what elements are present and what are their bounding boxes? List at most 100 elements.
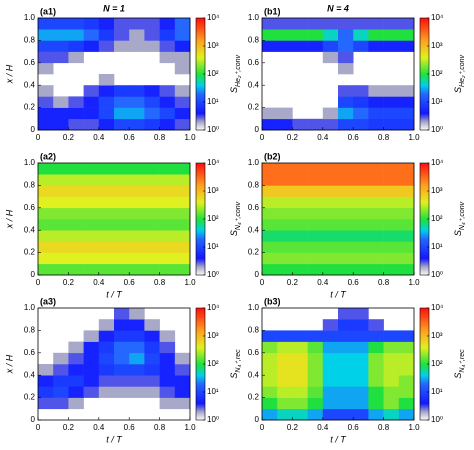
colorbar-slice [420, 245, 429, 248]
colorbar-slice [420, 350, 429, 353]
heat-cell [292, 219, 308, 231]
colorbar-slice [420, 66, 429, 69]
colorbar-slice [196, 52, 205, 55]
colorbar-slice [420, 328, 429, 331]
colorbar-tick-label: 10³ [431, 186, 443, 195]
colorbar-slice [196, 338, 205, 341]
colorbar-slice [420, 167, 429, 170]
y-tick-label: 0 [255, 125, 260, 134]
heat-cell [338, 51, 354, 64]
colorbar-slice [420, 330, 429, 333]
colorbar-tick-label: 10² [207, 69, 219, 78]
colorbar-slice [196, 265, 205, 268]
heat-cell [368, 107, 384, 120]
colorbar-tick-label: 10³ [207, 331, 219, 340]
x-tick-label: 0.6 [348, 133, 360, 142]
heat-cell [307, 207, 324, 220]
heat-cell [53, 252, 69, 265]
heat-cell [353, 18, 369, 30]
colorbar-label-main: S [453, 373, 463, 379]
heat-cell [174, 364, 191, 376]
colorbar-slice [196, 78, 205, 81]
heat-cell [83, 107, 100, 120]
heat-cell [174, 174, 191, 186]
heat-cell [307, 241, 324, 253]
y-tick-label: 0.2 [248, 103, 260, 112]
x-tick-label: 0.6 [124, 278, 136, 287]
heat-cell [159, 375, 176, 387]
heat-cell [398, 352, 415, 365]
colorbar-slice [420, 410, 429, 413]
heat-cell [174, 18, 191, 30]
colorbar-tick-label: 10¹ [431, 97, 443, 106]
colorbar-slice [196, 22, 205, 25]
heat-cell [129, 107, 145, 120]
heat-cell [398, 397, 415, 410]
heat-cell [398, 230, 415, 242]
heat-cell [144, 40, 160, 52]
colorbar-slice [196, 54, 205, 57]
heat-cell [53, 51, 69, 64]
colorbar-slice [196, 32, 205, 35]
heat-cell [114, 375, 130, 387]
colorbar-tick-label: 10¹ [207, 387, 219, 396]
heat-cell [159, 29, 176, 41]
panel-label: (a3) [40, 296, 56, 306]
heat-cell [383, 107, 400, 120]
colorbar-slice [196, 334, 205, 337]
heat-cell [353, 96, 369, 108]
colorbar-tick-label: 10¹ [431, 387, 443, 396]
heat-cell [174, 118, 191, 131]
colorbar-tick-label: 10⁴ [431, 303, 444, 312]
colorbar-slice [196, 175, 205, 178]
heat-cell [159, 364, 176, 376]
colorbar-slice [196, 118, 205, 121]
panel-label: (b3) [264, 296, 281, 306]
heat-cell [38, 107, 54, 120]
heat-cell [114, 352, 130, 365]
x-tick-label: 1.0 [184, 278, 196, 287]
y-tick-label: 0.8 [24, 326, 36, 335]
heat-cell [353, 252, 369, 265]
heat-cell [368, 174, 384, 186]
heat-cell [262, 196, 278, 209]
colorbar-slice [420, 126, 429, 129]
heat-cell [159, 85, 176, 97]
colorbar-slice [196, 189, 205, 192]
heat-cell [383, 219, 400, 231]
heat-cell [38, 230, 54, 242]
colorbar-slice [420, 48, 429, 51]
heat-cell [129, 163, 145, 175]
heat-cell [174, 386, 191, 398]
heat-cell [277, 330, 293, 342]
heat-cell [53, 263, 69, 276]
colorbar-slice [420, 175, 429, 178]
heat-cell [114, 96, 130, 108]
heat-cell [159, 163, 176, 175]
heat-cell [38, 386, 54, 398]
heat-cell [68, 18, 84, 30]
heat-cell [277, 29, 293, 41]
colorbar-slice [420, 414, 429, 417]
heat-cell [383, 364, 400, 376]
heat-cell [307, 174, 324, 186]
colorbar-tick-label: 10⁰ [207, 270, 219, 279]
heat-cell [144, 230, 160, 242]
colorbar-slice [420, 54, 429, 57]
heat-cell [38, 18, 54, 30]
x-tick-label: 0.4 [93, 423, 105, 432]
colorbar-slice [196, 326, 205, 329]
heat-cell [83, 85, 100, 97]
heat-cell [338, 252, 354, 265]
x-tick-label: 1.0 [408, 133, 420, 142]
x-tick-label: 0.4 [317, 423, 329, 432]
heat-cell [262, 40, 278, 52]
heat-cell [307, 352, 324, 365]
heat-cell [129, 40, 145, 52]
heat-cell [368, 252, 384, 265]
heat-cell [68, 386, 84, 398]
colorbar-slice [420, 76, 429, 79]
colorbar-slice [420, 199, 429, 202]
heat-cell [383, 241, 400, 253]
y-tick-label: 0.4 [24, 370, 36, 379]
